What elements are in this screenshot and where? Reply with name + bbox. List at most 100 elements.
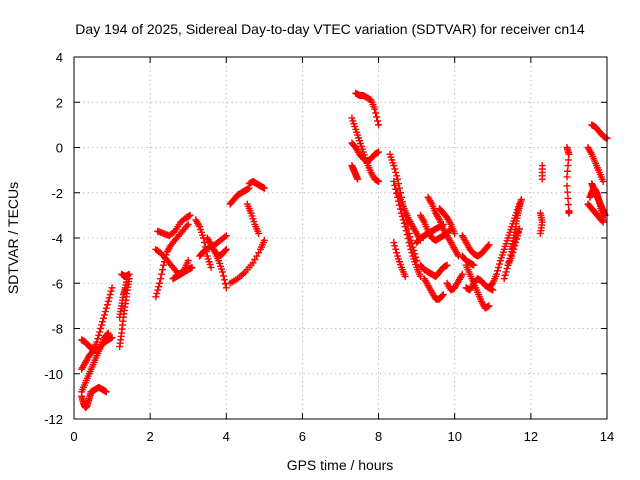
y-tick-label: 0 [56, 141, 63, 156]
x-axis-label: GPS time / hours [287, 457, 394, 473]
data-point [108, 284, 116, 292]
data-point [495, 260, 503, 268]
data-point [501, 271, 509, 279]
data-point [159, 266, 167, 274]
data-point [375, 177, 383, 185]
data-point [563, 173, 571, 181]
data-point [103, 330, 111, 338]
series-arc52 [584, 200, 607, 226]
data-point [470, 261, 478, 269]
data-point [390, 177, 398, 185]
data-point [390, 239, 398, 247]
data-point [564, 194, 572, 202]
series-arc24 [348, 162, 362, 183]
data-point [104, 297, 112, 305]
series-arc43 [504, 225, 523, 269]
series-arc17 [226, 236, 268, 287]
data-point [407, 245, 415, 253]
data-point [106, 291, 114, 299]
series-arc12 [169, 263, 196, 283]
data-point [221, 246, 229, 254]
series-arc36 [458, 232, 493, 260]
data-point [398, 213, 406, 221]
data-point [95, 331, 103, 339]
data-point [392, 168, 400, 176]
x-tick-label: 10 [447, 429, 461, 444]
data-point [416, 272, 424, 280]
data-point [222, 284, 230, 292]
data-point [485, 302, 493, 310]
x-tick-label: 6 [299, 429, 306, 444]
data-point [402, 227, 410, 235]
data-point [512, 239, 520, 247]
data-point [221, 233, 229, 241]
series-arc28 [390, 239, 409, 280]
data-point [391, 165, 399, 173]
data-point [100, 311, 108, 319]
series-arc11 [154, 211, 194, 240]
data-point [494, 263, 502, 271]
data-point [98, 321, 106, 329]
y-tick-label: -8 [51, 322, 63, 337]
series-arc47 [563, 182, 573, 217]
data-point [401, 272, 409, 280]
data-point [222, 245, 230, 253]
series-arc8 [118, 270, 133, 280]
data-point [219, 272, 227, 280]
data-point [515, 225, 523, 233]
data-point [154, 286, 162, 294]
data-point [155, 283, 163, 291]
data-point [438, 292, 446, 300]
data-point [105, 294, 113, 302]
data-point [396, 184, 404, 192]
data-point [371, 105, 379, 113]
data-point [158, 270, 166, 278]
x-tick-label: 8 [375, 429, 382, 444]
data-point [514, 232, 522, 240]
x-tick-label: 2 [147, 429, 154, 444]
data-point [599, 177, 607, 185]
data-point [493, 270, 501, 278]
data-point [408, 249, 416, 257]
data-point [509, 249, 517, 257]
series-arc48 [588, 121, 611, 142]
data-point [599, 218, 607, 226]
data-point [104, 329, 112, 337]
data-point [485, 241, 493, 249]
data-point [374, 117, 382, 125]
data-point [451, 229, 459, 237]
data-point [393, 249, 401, 257]
y-tick-label: -4 [51, 231, 63, 246]
data-point [107, 287, 115, 295]
series-arc22 [352, 89, 383, 129]
data-point [220, 276, 228, 284]
data-point [391, 181, 399, 189]
data-point [508, 252, 516, 260]
series-arc20 [243, 200, 263, 237]
data-point [400, 219, 408, 227]
series-arc45 [536, 209, 546, 237]
data-point [494, 267, 502, 275]
data-point [99, 318, 107, 326]
series-arc32 [420, 275, 447, 303]
data-point [536, 229, 544, 237]
data-point [517, 196, 525, 204]
data-point [500, 275, 508, 283]
data-point [255, 229, 263, 237]
data-point [406, 242, 414, 250]
data-point [153, 289, 161, 297]
series-arc23 [348, 139, 383, 165]
series-arc49 [584, 144, 607, 185]
chart-title: Day 194 of 2025, Sidereal Day-to-day VTE… [75, 21, 585, 37]
data-point [565, 209, 573, 217]
data-point [393, 172, 401, 180]
data-point [458, 270, 466, 278]
series-arc1 [78, 284, 116, 373]
data-point [156, 279, 164, 287]
data-point [184, 257, 192, 265]
data-point [395, 180, 403, 188]
data-point [108, 334, 116, 342]
data-point [184, 220, 192, 228]
series-arc34 [424, 193, 463, 260]
